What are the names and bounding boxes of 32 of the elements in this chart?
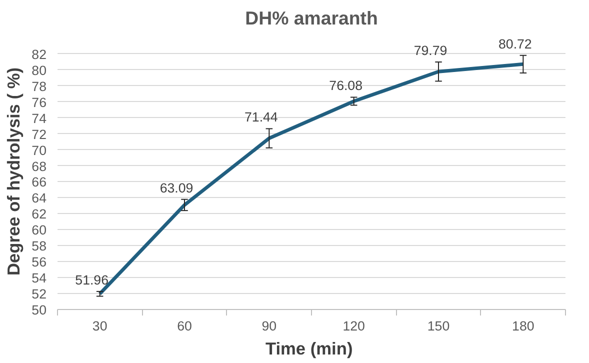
y-tick-label: 62 — [32, 206, 47, 222]
data-label: 71.44 — [244, 110, 278, 125]
data-label: 80.72 — [498, 36, 532, 52]
x-tick-label: 60 — [177, 318, 192, 334]
y-tick-label: 54 — [32, 270, 48, 286]
y-tick-label: 82 — [32, 46, 47, 62]
y-tick-label: 74 — [32, 110, 48, 126]
y-tick-label: 68 — [32, 158, 47, 174]
x-tick-label: 120 — [342, 318, 365, 334]
y-tick-label: 70 — [32, 142, 47, 158]
y-tick-label: 56 — [32, 254, 47, 270]
data-label: 76.08 — [329, 78, 363, 94]
x-tick-label: 90 — [262, 318, 277, 334]
x-tick-label: 150 — [427, 318, 450, 334]
y-tick-label: 64 — [32, 190, 48, 206]
y-tick-label: 66 — [32, 174, 47, 190]
data-label: 79.79 — [414, 43, 448, 58]
chart-title: DH% amaranth — [245, 8, 378, 28]
x-axis-title: Time (min) — [265, 338, 353, 358]
y-tick-label: 58 — [32, 238, 47, 254]
y-axis-title: Degree of hydrolysis ( %) — [4, 67, 24, 276]
data-label: 51.96 — [75, 272, 109, 288]
y-tick-label: 72 — [32, 126, 47, 142]
y-tick-label: 78 — [32, 78, 47, 94]
y-tick-label: 76 — [32, 94, 47, 110]
x-tick-label: 30 — [92, 318, 108, 334]
y-tick-label: 60 — [32, 222, 47, 238]
y-tick-label: 50 — [32, 302, 47, 318]
data-label: 63.09 — [160, 180, 194, 196]
x-tick-label: 180 — [512, 318, 534, 334]
y-tick-label: 52 — [32, 286, 47, 302]
y-tick-label: 80 — [32, 62, 47, 78]
